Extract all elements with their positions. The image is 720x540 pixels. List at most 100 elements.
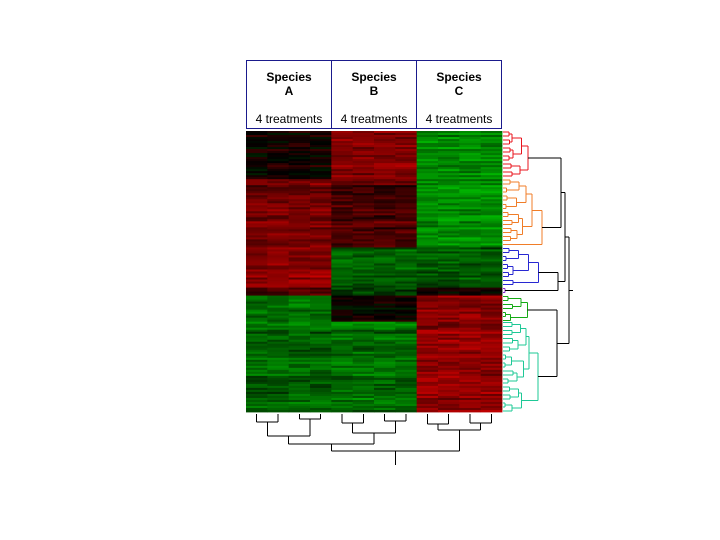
heatmap-cell	[480, 233, 503, 236]
heatmap-cell	[352, 155, 375, 158]
heatmap-cell	[310, 317, 332, 321]
heatmap-cell	[374, 173, 396, 176]
heatmap-cell	[459, 133, 482, 136]
heatmap-cell	[246, 131, 268, 134]
heatmap-cell	[331, 207, 354, 210]
heatmap-cell	[352, 273, 375, 276]
heatmap-cell	[331, 321, 354, 325]
heatmap-cell	[416, 223, 439, 226]
heatmap-cell	[310, 139, 332, 142]
heatmap-cell	[288, 355, 311, 359]
heatmap-cell	[459, 277, 482, 280]
heatmap-cell	[267, 177, 290, 180]
heatmap-cell	[459, 359, 482, 363]
heatmap-cell	[395, 339, 418, 343]
heatmap-cell	[416, 333, 439, 337]
heatmap-cell	[374, 349, 396, 353]
heatmap-cell	[288, 219, 311, 222]
heatmap-cell	[288, 159, 311, 162]
heatmap-cell	[438, 337, 460, 341]
heatmap-cell	[288, 329, 311, 333]
heatmap-cell	[438, 245, 460, 248]
heatmap-row	[246, 201, 503, 204]
heatmap-cell	[416, 247, 439, 250]
heatmap-cell	[310, 193, 332, 196]
heatmap-cell	[374, 257, 396, 260]
heatmap-cell	[438, 209, 460, 212]
heatmap-cell	[352, 377, 375, 381]
heatmap-cell	[416, 383, 439, 387]
heatmap-cell	[480, 259, 503, 262]
heatmap-cell	[352, 193, 375, 196]
heatmap-cell	[352, 409, 375, 413]
heatmap-cell	[395, 337, 418, 341]
heatmap-cell	[310, 283, 332, 286]
heatmap-cell	[459, 365, 482, 369]
heatmap-cell	[416, 225, 439, 228]
heatmap-cell	[459, 185, 482, 188]
heatmap-cell	[246, 309, 268, 313]
heatmap-cell	[352, 157, 375, 160]
heatmap-cell	[331, 287, 354, 290]
heatmap-cell	[246, 251, 268, 254]
heatmap-cell	[416, 221, 439, 224]
heatmap-cell	[438, 365, 460, 369]
heatmap-cell	[374, 147, 396, 150]
heatmap-cell	[288, 149, 311, 152]
heatmap-cell	[288, 227, 311, 230]
heatmap-row	[246, 337, 503, 341]
heatmap-cell	[459, 265, 482, 268]
heatmap-cell	[438, 295, 460, 298]
heatmap-cell	[395, 367, 418, 371]
heatmap-cell	[310, 359, 332, 363]
heatmap-cell	[246, 379, 268, 383]
heatmap-cell	[480, 377, 503, 381]
heatmap-cell	[331, 361, 354, 365]
heatmap-cell	[416, 211, 439, 214]
heatmap-cell	[310, 357, 332, 361]
heatmap-row	[246, 209, 503, 212]
heatmap-cell	[480, 317, 503, 321]
heatmap-cell	[267, 379, 290, 383]
heatmap-cell	[416, 231, 439, 234]
heatmap-cell	[416, 359, 439, 363]
heatmap-cell	[331, 401, 354, 405]
heatmap-cell	[438, 327, 460, 331]
heatmap-cell	[459, 233, 482, 236]
heatmap-cell	[352, 321, 375, 325]
heatmap-cell	[395, 311, 418, 315]
heatmap-cell	[310, 243, 332, 246]
heatmap-cell	[459, 301, 482, 305]
heatmap-cell	[288, 299, 311, 303]
heatmap-row	[246, 335, 503, 339]
heatmap-row	[246, 173, 503, 176]
heatmap-cell	[416, 303, 439, 307]
heatmap-cell	[438, 305, 460, 309]
heatmap-cell	[331, 191, 354, 194]
heatmap-cell	[374, 217, 396, 220]
heatmap-cell	[438, 347, 460, 351]
heatmap-cell	[459, 355, 482, 359]
heatmap-cell	[416, 161, 439, 164]
heatmap-cell	[416, 323, 439, 327]
heatmap-cell	[416, 135, 439, 138]
heatmap-cell	[395, 295, 418, 298]
heatmap-cell	[459, 303, 482, 307]
heatmap-cell	[246, 181, 268, 184]
heatmap-cell	[438, 141, 460, 144]
heatmap-cell	[438, 215, 460, 218]
heatmap-cell	[246, 241, 268, 244]
heatmap-cell	[352, 287, 375, 290]
heatmap-cell	[438, 277, 460, 280]
heatmap-cell	[288, 145, 311, 148]
heatmap-cell	[438, 333, 460, 337]
heatmap-cell	[416, 273, 439, 276]
heatmap-cell	[438, 155, 460, 158]
heatmap-cell	[438, 253, 460, 256]
heatmap-cell	[352, 267, 375, 270]
heatmap-cell	[374, 229, 396, 232]
heatmap-cell	[438, 241, 460, 244]
heatmap-cell	[352, 165, 375, 168]
heatmap-cell	[374, 281, 396, 284]
heatmap-cell	[459, 163, 482, 166]
